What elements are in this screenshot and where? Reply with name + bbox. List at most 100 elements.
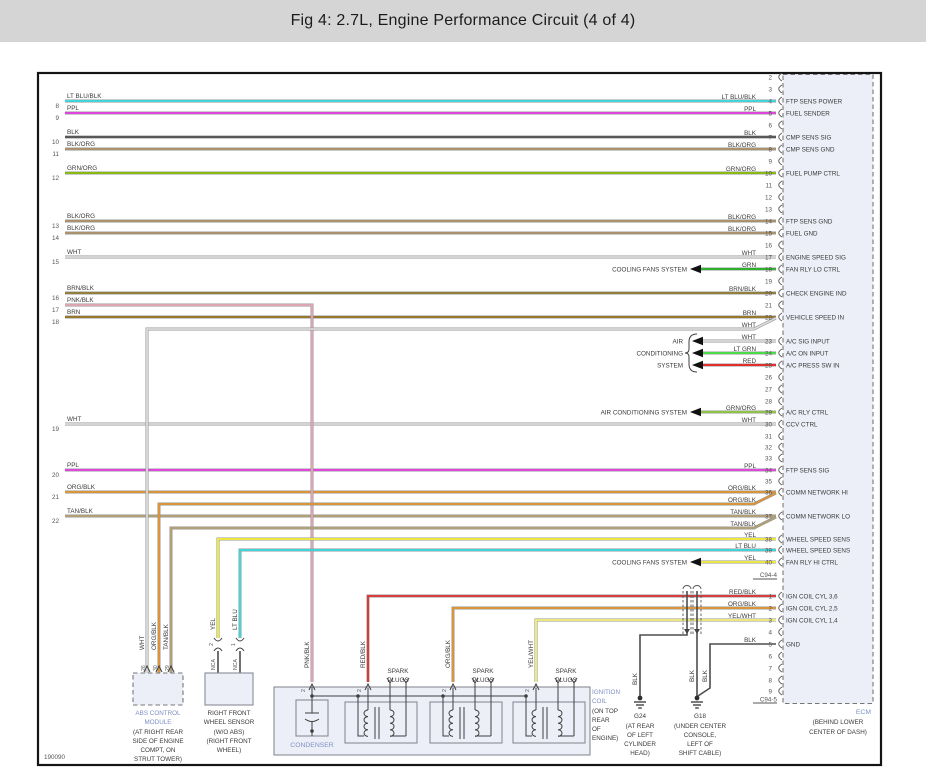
wire-label: LT GRN	[733, 346, 756, 353]
signal-label: FUEL PUMP CTRL	[786, 171, 840, 178]
signal-label: A/C ON INPUT	[786, 351, 828, 358]
signal-label: WHEEL SPEED SENS	[786, 548, 850, 555]
wire-label: TAN/BLK	[730, 521, 757, 528]
coil-2-symbol	[442, 687, 492, 739]
signal-label: A/C PRESS SW IN	[786, 363, 840, 370]
ecm-c944-labels: 2 3 4 LT BLU/BLK FTP SENS POWER 5 PPL FUEL S…	[722, 75, 850, 580]
wire-label: BRN/BLK	[67, 285, 95, 292]
system-ref: SYSTEM	[657, 363, 683, 370]
system-ref: AIR	[673, 339, 684, 346]
wire-label-vertical: LT BLU	[232, 609, 239, 630]
ecm-pin-num: 2	[768, 75, 772, 82]
wire-label: GRN/ORG	[726, 166, 756, 173]
coil-location: REAR	[592, 717, 610, 724]
system-ref-labels: COOLING FANS SYSTEM AIR CONDITIONING SYS…	[601, 267, 687, 567]
wire-label-vertical: BLK	[632, 672, 639, 685]
ecm-pin-num: 33	[765, 456, 773, 463]
sensor-name: (W/O ABS)	[214, 729, 245, 736]
ecm-pin-num: 24	[765, 351, 773, 358]
wire-label: BLK	[744, 130, 757, 137]
ecm-pin-num: 17	[765, 255, 773, 262]
signal-label: CMP SENS SIG	[786, 135, 831, 142]
wire-label: TAN/BLK	[730, 509, 757, 516]
wire-yel-wht-coil	[535, 619, 776, 682]
wire-label-vertical: ORG/BLK	[151, 621, 158, 650]
ecm-pin-num: 35	[765, 479, 773, 486]
coil-3-symbol	[525, 687, 575, 739]
spark-plugs-label: PLUGS	[555, 677, 576, 684]
sensor-name: WHEEL SENSOR	[204, 719, 255, 726]
signal-label: CMP SENS GND	[786, 147, 835, 154]
pin-num-vertical: 2	[357, 689, 363, 692]
ecm-pin-num: 4	[768, 99, 772, 106]
wire-blk-ecm-gnd	[697, 643, 776, 697]
wire-label: WHT	[742, 250, 756, 257]
wire-label: TAN/BLK	[67, 508, 94, 515]
ecm-pin-num: 36	[765, 490, 773, 497]
arrow-left-icon	[690, 264, 701, 274]
wheel-sensor-labels: YEL LT BLU 2 1 NCA NCA RIGHT FRONT WHEEL…	[204, 609, 255, 754]
ecm-pin-num: 29	[765, 410, 773, 417]
signal-label: CHECK ENGINE IND	[786, 291, 847, 298]
wire-label: BRN	[67, 309, 81, 316]
sensor-name: WHEEL)	[217, 747, 242, 754]
pin-num-vertical: 30	[153, 665, 159, 671]
wire-label: LT BLU/BLK	[67, 93, 102, 100]
pin-num-vertical: 2	[209, 643, 215, 646]
g18-location: CONSOLE,	[684, 732, 717, 739]
wire-label: LT BLU/BLK	[722, 94, 757, 101]
wire-label-vertical: ORG/BLK	[445, 639, 452, 668]
wire-label: BRN	[743, 310, 757, 317]
ecm-pin-num: 16	[765, 243, 773, 250]
wire-label: WHT	[67, 416, 81, 423]
abs-module-labels: WHT ORG/BLK TAN/BLK 26 30 29 ABS CONTROL…	[132, 621, 183, 763]
pin-num-vertical: 2	[301, 689, 307, 692]
coil-name: COIL	[592, 698, 607, 705]
abs-location: (AT RIGHT REAR	[133, 729, 183, 736]
wire-label-vertical: NCA	[233, 659, 239, 670]
ecm-pin-num: 6	[768, 654, 772, 661]
ecm-pin-num: 8	[768, 147, 772, 154]
arrow-left-icon	[690, 407, 701, 417]
wire-org-blk-abs	[158, 492, 777, 673]
ecm-pin-num: 7	[768, 135, 772, 142]
wire-wht-abs	[146, 317, 777, 673]
g24-name: G24	[634, 713, 646, 720]
coil-1-symbol	[357, 687, 407, 739]
system-ref: COOLING FANS SYSTEM	[612, 267, 687, 274]
arrow-left-icon	[692, 348, 703, 358]
signal-label: COMM NETWORK LO	[786, 514, 850, 521]
pin-num: 21	[52, 494, 60, 501]
ecm-pin-num: 9	[768, 159, 772, 166]
ecm-name: ECM	[856, 709, 871, 716]
abs-location: SIDE OF ENGINE	[132, 738, 183, 745]
diagram-frame	[36, 71, 883, 767]
wire-label: BLK	[744, 637, 757, 644]
wire-label: WHT	[742, 322, 756, 329]
wire-label: BLK/ORG	[67, 225, 95, 232]
wire-label: PPL	[744, 106, 756, 113]
connector-label: C94-4	[760, 572, 778, 579]
signal-label: ENGINE SPEED SIG	[786, 255, 846, 262]
wire-label: WHT	[742, 417, 756, 424]
title-bar: Fig 4: 2.7L, Engine Performance Circuit …	[0, 0, 926, 42]
wire-org-blk-coil	[452, 607, 776, 682]
g24-location: HEAD)	[630, 750, 650, 757]
signal-label: A/C RLY CTRL	[786, 410, 829, 417]
sensor-name: RIGHT FRONT	[208, 710, 251, 717]
wire-yel-wheel	[217, 538, 776, 638]
g24-ground-icon	[633, 694, 647, 709]
ecm-pin-num: 38	[765, 537, 773, 544]
spark-plugs-label: PLUGS	[472, 677, 493, 684]
wire-label: BLK/ORG	[67, 213, 95, 220]
ecm-pin-num: 21	[765, 303, 773, 310]
abs-module-box	[132, 672, 184, 706]
condenser-name: CONDENSER	[290, 742, 334, 749]
wire-label-vertical: BLK	[702, 669, 709, 682]
arrow-left-icon	[692, 336, 703, 346]
pin-num: 8	[55, 103, 59, 110]
wire-label: GRN	[742, 262, 756, 269]
signal-label: IGN COIL CYL 2,5	[786, 606, 838, 613]
wire-red-blk-coil	[367, 595, 776, 682]
